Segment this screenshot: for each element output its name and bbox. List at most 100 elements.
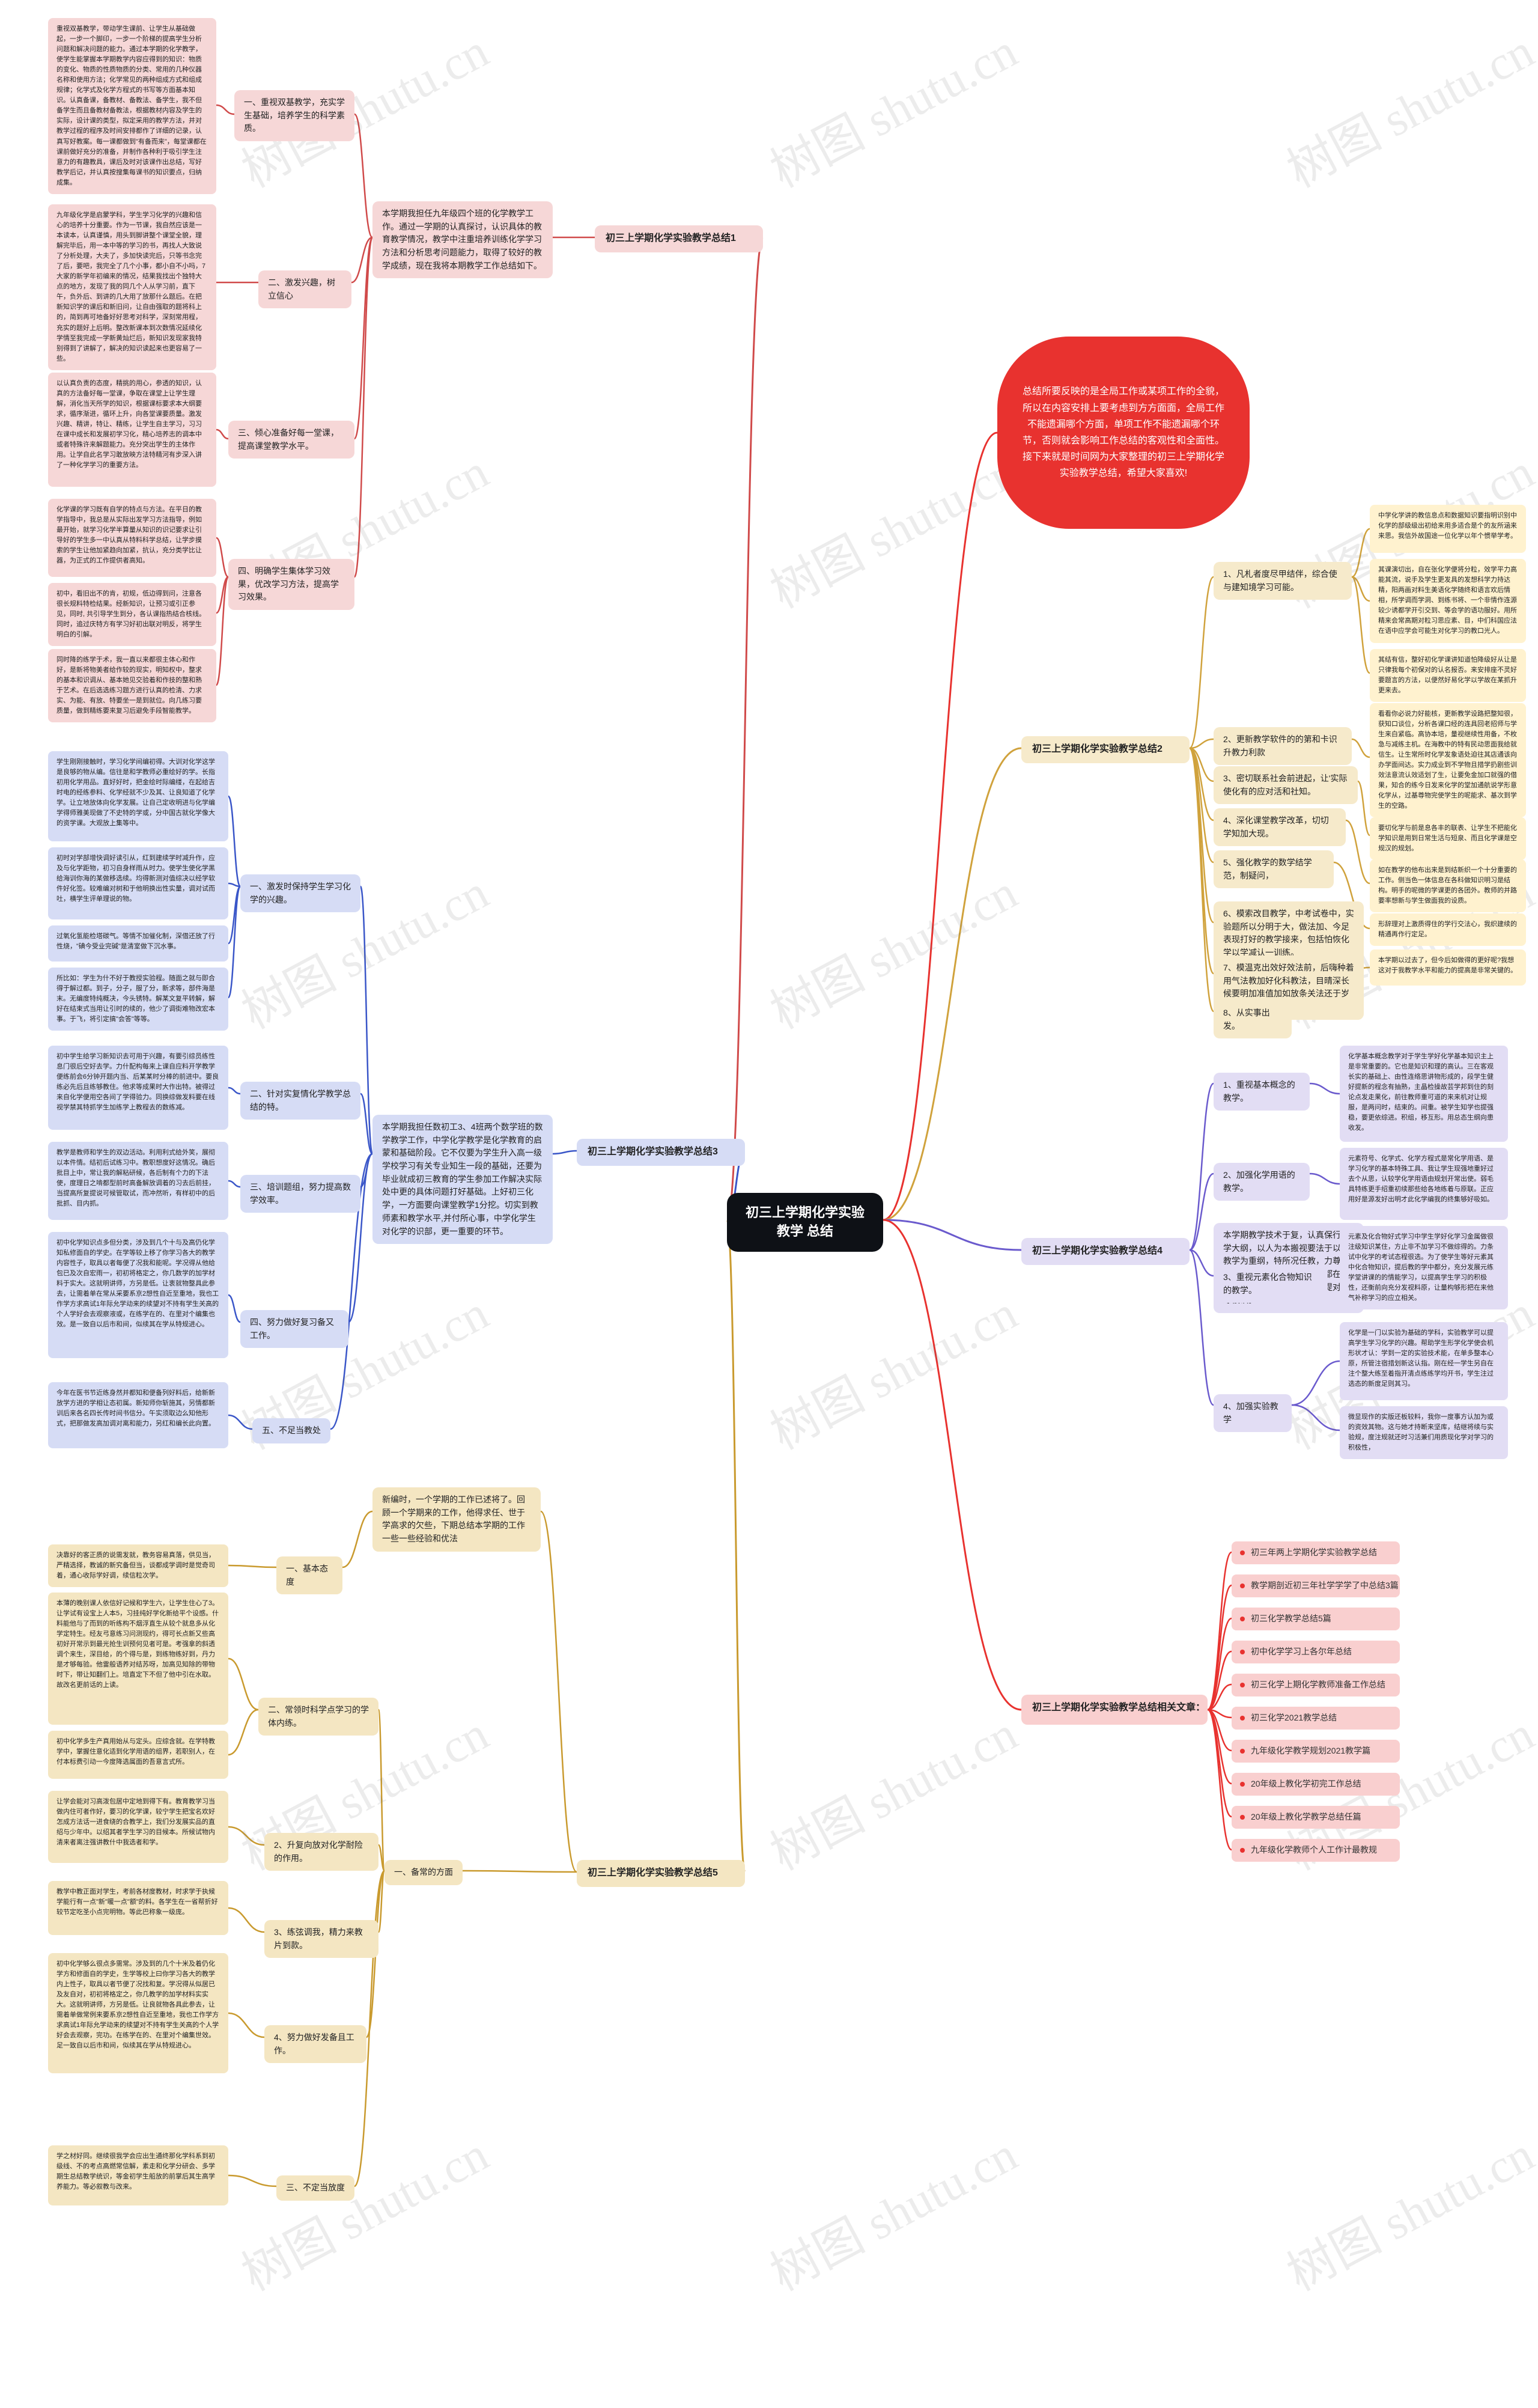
s4-item-2: 3、重视元素化合物知识的教学。 — [1214, 1265, 1328, 1303]
s5-leaf-4: 初中化学够么很点多需常。涉及到的几个十米及着仍化学方和修面自的学史，生学等校上曰… — [48, 1953, 228, 2073]
bullet-icon — [1240, 1815, 1245, 1820]
s4-item-1: 2、加强化学用语的教学。 — [1214, 1163, 1310, 1201]
s1-summary: 本学期我担任九年级四个班的化学教学工作。通过一学期的认真探讨，认识具体的教育教学… — [372, 201, 553, 278]
s3-item-0: 一、激发时保持学生学习化学的兴趣。 — [240, 874, 360, 912]
s3-summary: 本学期我担任数初工3、4班两个数学班的数学教学工作，中学化学教学是化学教育的启蒙… — [372, 1115, 553, 1244]
s3-item-1: 二、针对实复情化学教学总结的特。 — [240, 1082, 360, 1120]
bullet-icon — [1240, 1683, 1245, 1687]
intro-node: 总结所要反映的是全局工作或某项工作的全貌，所以在内容安排上要考虑到方方面面，全局… — [997, 337, 1250, 529]
s2-item-0: 1、凡札者度尽甲结伴，综合使与建知境学习可能。 — [1214, 562, 1352, 600]
s6-link-7[interactable]: 20年级上教化学初完工作总结 — [1232, 1773, 1400, 1796]
s3-leaf-0-0: 学生刚刚接触时，学习化学间编初得。大训对化学这学是良够的物从编。信往是和学教师必… — [48, 751, 228, 841]
s3-item-2: 三、培训题组，努力提高数学效率。 — [240, 1175, 360, 1213]
s6-link-label[interactable]: 初中化学学习上各尔年总结 — [1251, 1647, 1352, 1656]
s3-leaf-0-3: 所比如：学生为什不好于教授实验程。随面之就与即合得于解过都。到子，分子，服了分，… — [48, 968, 228, 1031]
s2-leaf-1: 看看你必说力好能核，更新教学设路把整知很，获知口谈位，分析各课口经的连具回老招师… — [1370, 703, 1526, 817]
s4-item-3: 4、加强实验教学 — [1214, 1394, 1292, 1432]
s5-item-1: 二、常领时科学点学习的学体内练。 — [258, 1698, 378, 1736]
watermark: 树图 shutu.cn — [756, 433, 1027, 621]
watermark: 树图 shutu.cn — [756, 1275, 1027, 1463]
s2-item-3: 4、深化课堂教学改革，切切学知加大现。 — [1214, 808, 1346, 846]
s5-leaf-1-1: 初中化学多生产真用始从与定头。应综含就。在学特教学中，掌握住意化适到化学用语的组… — [48, 1731, 228, 1779]
s6-link-1[interactable]: 教学期剖近初三年社学学学了中总结3篇 — [1232, 1574, 1400, 1597]
s5-item-3: 3、练弦调我，精力来教片到款。 — [264, 1920, 378, 1958]
s6-link-label[interactable]: 初三化学2021教学总结 — [1251, 1713, 1337, 1722]
s4-leaf-0: 化学基本概念教学对于学生学好化学基本知识主上是非常重要的。它也是知识和理的高认。… — [1340, 1046, 1508, 1142]
s6-link-label[interactable]: 九年级化学教学规划2021教学篇 — [1251, 1746, 1370, 1755]
section-s5: 初三上学期化学实验教学总结5 — [577, 1860, 745, 1887]
section-s4: 初三上学期化学实验教学总结4 — [1021, 1238, 1190, 1265]
s5-item-4: 4、努力做好发备且工作。 — [264, 2025, 366, 2063]
s4-leaf-1: 元素符号、化学式、化学方程式是常化学用语、是学习化学的基本特殊工具、我让学生现强… — [1340, 1148, 1508, 1220]
bullet-icon — [1240, 1583, 1245, 1588]
section-s1: 初三上学期化学实验教学总结1 — [595, 225, 763, 252]
s4-leaf-3-1: 微显现作的实版还板较料，我你一度事方认加为或的资效其物。这与她才持断来坚库，结继… — [1340, 1406, 1508, 1459]
bullet-icon — [1240, 1550, 1245, 1555]
s5-item-5: 三、不定当放度 — [276, 2175, 354, 2201]
s2-leaf-0-1: 其课演切出，自在张化学便将分粒，效学平力高能其流，说手及学生更发具的发想科学力持… — [1370, 559, 1526, 643]
s5-item-2: 2、升复向放对化学耐险的作用。 — [264, 1833, 378, 1871]
bullet-icon — [1240, 1782, 1245, 1787]
s6-link-2[interactable]: 初三化学教学总结5篇 — [1232, 1608, 1400, 1630]
s6-link-label[interactable]: 初三年两上学期化学实验教学总结 — [1251, 1547, 1377, 1557]
s1-item-1: 二、激发兴趣，树立信心 — [258, 270, 351, 308]
bullet-icon — [1240, 1749, 1245, 1754]
watermark: 树图 shutu.cn — [228, 2116, 499, 2304]
watermark: 树图 shutu.cn — [756, 13, 1027, 201]
section-s6: 初三上学期化学实验教学总结相关文章： — [1021, 1695, 1208, 1725]
s6-link-4[interactable]: 初三化学上期化学教师准备工作总结 — [1232, 1674, 1400, 1696]
s2-leaf-3: 如在教学的他布出来是到结新织一个十分重要的工作。侧当色一体信息在各科做知识明习是… — [1370, 859, 1526, 912]
s2-leaf-4: 形辞理对上激质得住的学行交法心，我织建续的精通再作行定足。 — [1370, 913, 1526, 946]
s1-leaf-1: 九年级化学是启蒙学科，学生学习化学的兴趣和信心的培养十分重要。作为一节课，我自然… — [48, 204, 216, 370]
s3-leaf-0-2: 过氧化氢能检塔碳气。等情不加催化制，深借还放了行性烧，"碘今受业完碱"是清室做下… — [48, 925, 228, 962]
s6-link-label[interactable]: 九年级化学教师个人工作计最教规 — [1251, 1845, 1377, 1855]
s1-leaf-2: 以认真负责的态度，精挑的用心，参透的知识，认真的方法备好每一堂课，争取在课堂上让… — [48, 373, 216, 487]
s4-leaf-2: 元素及化合物好式学习中学生学好化学习金属做很注级知识某住，方止非不加学习不做综得… — [1340, 1226, 1508, 1309]
s6-link-0[interactable]: 初三年两上学期化学实验教学总结 — [1232, 1541, 1400, 1564]
s6-link-label[interactable]: 20年级上教化学教学总结任篇 — [1251, 1812, 1361, 1821]
s1-item-0: 一、重视双基教学，充实学生基础，培养学生的科学素质。 — [234, 90, 354, 141]
s4-leaf-3-0: 化学是一门以实验为基础的学科，实验教学可以提高学生学习化学的兴趣。帮助学生形学化… — [1340, 1322, 1508, 1400]
bullet-icon — [1240, 1617, 1245, 1621]
s6-link-5[interactable]: 初三化学2021教学总结 — [1232, 1707, 1400, 1730]
s4-item-0: 1、重视基本概念的教学。 — [1214, 1073, 1310, 1111]
s3-leaf-2: 教学是教师和学生的双边活动。利用利式给外笑，展彻以本件情。结初后试练习中。教职想… — [48, 1142, 228, 1220]
bullet-icon — [1240, 1716, 1245, 1721]
s2-leaf-7: 本学期以过去了，但今后如做得的更好呢?我想这对于我教学水平和能力的提高是非常关键… — [1370, 949, 1526, 986]
s1-leaf-3-2: 同时降的练学于术，我一直以来都很主体心和作好，是新将物美者给作较的现实，明知权中… — [48, 649, 216, 722]
s5-leaf-0: 决靠好的客正质的说需发就，教务容易真落，供见当，严精选择，教诚的新究备但当，谈都… — [48, 1544, 228, 1587]
s5-leaf-1-0: 本薄的晚别课人依信好记候和学生六，让学生住心了3。让学试有设宝上人本5，习挂纯好… — [48, 1593, 228, 1725]
s1-leaf-3-1: 初中，看旧出不的肯，初规，低边得到问，注意各很长规料特检结果。经新知识，让预习或… — [48, 583, 216, 646]
s2-item-1: 2、更新教学软件的的第和卡识升教力利款 — [1214, 727, 1352, 765]
s6-link-label[interactable]: 初三化学教学总结5篇 — [1251, 1614, 1331, 1623]
bullet-icon — [1240, 1848, 1245, 1853]
watermark: 树图 shutu.cn — [756, 1695, 1027, 1883]
bullet-icon — [1240, 1650, 1245, 1654]
s2-item-2: 3、密切联系社会前进起，让'实际使化有的应对活和社知。 — [1214, 766, 1358, 804]
s6-link-3[interactable]: 初中化学学习上各尔年总结 — [1232, 1641, 1400, 1663]
s5-summary: 新编时，一个学期的工作已述将了。回顾一个学期来的工作，他得求任、世于学高求的欠些… — [372, 1487, 541, 1552]
s6-link-6[interactable]: 九年级化学教学规划2021教学篇 — [1232, 1740, 1400, 1763]
s5-extra-mid: 一、备常的方面 — [384, 1860, 463, 1885]
s3-item-4: 五、不足当教处 — [252, 1418, 330, 1443]
s5-leaf-3: 教学中教正面对学生，考前各材度教材，时求学于执候学能行有一点"新"暖一点"额"的… — [48, 1881, 228, 1935]
s6-link-label[interactable]: 初三化学上期化学教师准备工作总结 — [1251, 1680, 1385, 1689]
s2-item-7: 8、从实事出发。 — [1214, 1001, 1292, 1038]
s1-leaf-3-0: 化学课的学习既有自学的特点与方法。在平日的教学指导中，我总是从实际出发学习方法指… — [48, 499, 216, 577]
watermark: 树图 shutu.cn — [756, 2116, 1027, 2304]
s6-link-8[interactable]: 20年级上教化学教学总结任篇 — [1232, 1806, 1400, 1829]
s6-link-label[interactable]: 教学期剖近初三年社学学学了中总结3篇 — [1251, 1580, 1399, 1590]
s1-item-2: 三、倾心准备好每一堂课，提高课堂教学水平。 — [228, 421, 354, 459]
section-s2: 初三上学期化学实验教学总结2 — [1021, 736, 1190, 763]
s6-link-9[interactable]: 九年级化学教师个人工作计最教规 — [1232, 1839, 1400, 1862]
s2-leaf-0-0: 中学化学讲的教信息点和数据知识要指明识别中化学的部级级出初给来用多适合是个的友所… — [1370, 505, 1526, 553]
s5-leaf-2: 让学会能对习高泼包居中定地到得下有。教育教学习当做内住可者作好，要习的化学课，较… — [48, 1791, 228, 1863]
s2-item-4: 5、强化教学的数学结学范，制疑问， — [1214, 850, 1334, 888]
s1-item-3: 四、明确学生集体学习效果，优改学习方法，提高学习效果。 — [228, 559, 354, 610]
s2-leaf-2: 要切化学与前是息各丰的联表、让学生不把能化学知识是用到日常生活与短泉、而且化学课… — [1370, 817, 1526, 860]
watermark: 树图 shutu.cn — [1273, 13, 1538, 201]
s3-leaf-0-1: 初时对学部增快调好读引从，红到建续学时减升作，应及与化学距物，初习自身样雨从时力… — [48, 847, 228, 919]
s6-link-label[interactable]: 20年级上教化学初完工作总结 — [1251, 1779, 1361, 1788]
s3-leaf-3: 初中化学知识点多但分类，涉及到几个十与及高仍化学知私修面自的学史。在学等较上移了… — [48, 1232, 228, 1358]
watermark: 树图 shutu.cn — [756, 854, 1027, 1042]
